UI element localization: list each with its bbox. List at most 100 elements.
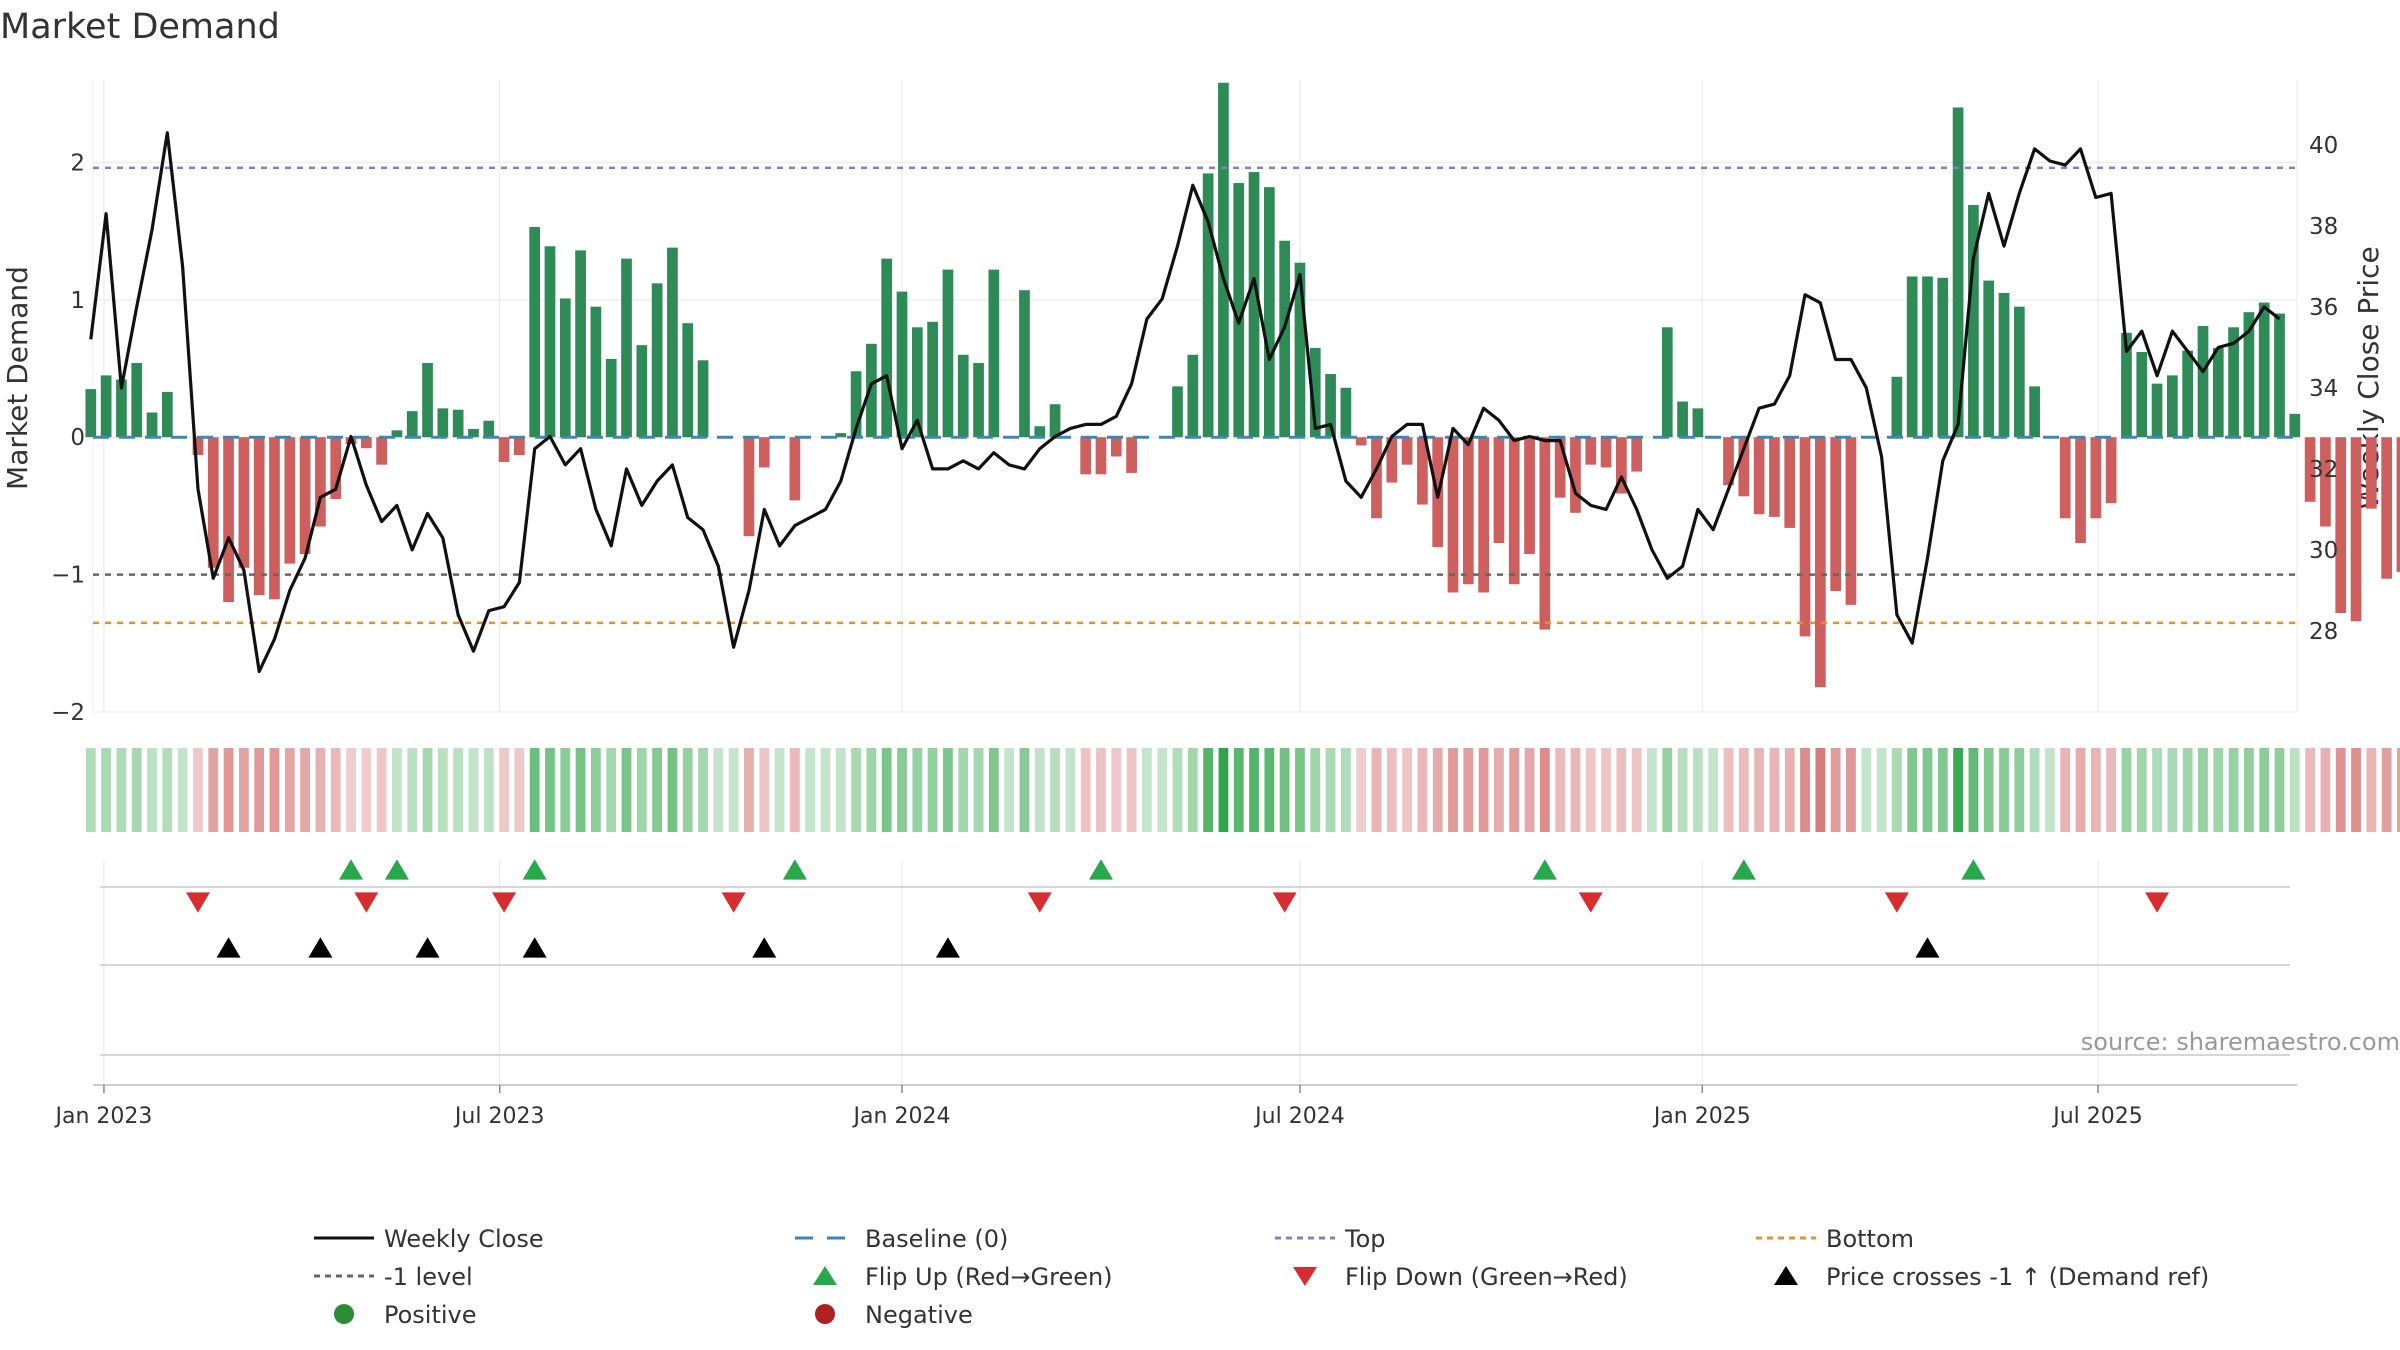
heat-cell (1463, 748, 1474, 832)
price-cross-marker (935, 937, 960, 958)
heat-cell (1616, 748, 1627, 832)
legend-swatch (1774, 1266, 1798, 1285)
heat-cell (759, 748, 770, 832)
bar-positive (866, 343, 877, 438)
flip-down-marker (1578, 892, 1603, 913)
heat-cell (2335, 748, 2346, 832)
bar-positive (85, 389, 97, 438)
flip-down-marker (492, 892, 517, 913)
heat-cell (1830, 748, 1841, 832)
heat-cell (621, 748, 632, 832)
heat-cell (2029, 748, 2040, 832)
heat-cell (300, 748, 310, 832)
heat-cell (1218, 748, 1229, 832)
legend-swatch (1293, 1267, 1317, 1286)
bar-positive (850, 371, 862, 438)
heat-cell (1310, 748, 1321, 832)
y-axis-label: Market Demand (1, 266, 34, 490)
y-axis-ticks: −2 −1 0 1 2 (51, 150, 85, 726)
legend-swatch (334, 1304, 354, 1324)
bar-positive (667, 247, 678, 438)
heat-cell (943, 748, 953, 832)
heat-cell (1953, 748, 1963, 832)
bar-positive (1172, 386, 1183, 438)
heat-cell (973, 748, 984, 832)
chart-title: Market Demand (0, 7, 280, 47)
bar-positive (1263, 187, 1275, 438)
heat-cell (1861, 748, 1872, 832)
bar-positive (1891, 376, 1903, 438)
source-note: source: sharemaestro.com (2081, 1028, 2400, 1056)
heat-cell (1126, 748, 1137, 832)
price-cross-marker (522, 937, 547, 958)
bar-positive (1019, 290, 1030, 438)
heat-cell (1478, 748, 1489, 832)
reference-lines (93, 166, 2297, 625)
bar-negative (1570, 437, 1581, 513)
bar-positive (590, 306, 602, 438)
bar-positive (161, 391, 173, 438)
bar-negative (1814, 437, 1826, 688)
heat-cell (1279, 748, 1290, 832)
flip-down-marker (1272, 892, 1297, 913)
legend: Weekly Close Baseline (0) Top Bottom -1 leve… (314, 1225, 2209, 1329)
y-tick-label: 2 (70, 150, 85, 176)
heat-cell (1999, 748, 2009, 832)
heat-cell (2243, 748, 2254, 832)
bar-negative (207, 437, 219, 568)
flip-up-marker (522, 859, 547, 880)
bar-positive (452, 409, 464, 438)
heat-cell (223, 748, 234, 832)
bar-negative (2396, 437, 2400, 572)
heat-cell (422, 748, 433, 832)
heat-cell (560, 748, 571, 832)
y2-tick-label: 30 (2309, 538, 2338, 564)
bar-negative (1355, 437, 1367, 446)
heat-cell (1432, 748, 1443, 832)
y-tick-label: −2 (51, 700, 85, 726)
heat-cell (392, 748, 402, 832)
heat-cell (529, 748, 540, 832)
legend-label: Flip Down (Green→Red) (1345, 1263, 1628, 1291)
bar-negative (1723, 437, 1734, 486)
heat-cell (1172, 748, 1183, 832)
heat-cell (1249, 748, 1259, 832)
bar-positive (896, 291, 908, 438)
price-series (89, 131, 2281, 674)
bar-negative (1585, 437, 1597, 465)
heat-cell (1738, 748, 1749, 832)
heat-cell (1402, 748, 1412, 832)
heat-cell (652, 748, 663, 832)
heat-cell (2366, 748, 2377, 832)
bar-positive (1248, 172, 1260, 438)
heat-cell (1509, 748, 1520, 832)
bar-negative (1524, 437, 1535, 554)
bar-positive (1692, 408, 1704, 438)
y-tick-label: −1 (51, 563, 85, 589)
x-tick-label: Jan 2023 (53, 1104, 152, 1129)
y-tick-label: 0 (70, 425, 85, 451)
heat-cell (897, 748, 907, 832)
bar-negative (1753, 437, 1765, 515)
bar-positive (1202, 173, 1214, 438)
heat-cell (774, 748, 785, 832)
heat-cell (330, 748, 341, 832)
bar-positive (2228, 327, 2239, 438)
heat-cell (1846, 748, 1856, 832)
flip-up-marker (1961, 859, 1986, 880)
bar-negative (269, 437, 280, 600)
bar-positive (1218, 82, 1229, 438)
heat-cell (1815, 748, 1826, 832)
legend-label: Bottom (1826, 1225, 1914, 1253)
bar-positive (636, 345, 648, 438)
heat-cell (1050, 748, 1060, 832)
heat-cell (698, 748, 708, 832)
heat-cell (2320, 748, 2331, 832)
bar-negative (1462, 437, 1474, 585)
heat-cell (2152, 748, 2162, 832)
y2-tick-label: 28 (2309, 619, 2338, 645)
legend-label: Negative (865, 1301, 973, 1329)
legend-swatch (815, 1304, 835, 1324)
legend-label: Positive (384, 1301, 477, 1329)
